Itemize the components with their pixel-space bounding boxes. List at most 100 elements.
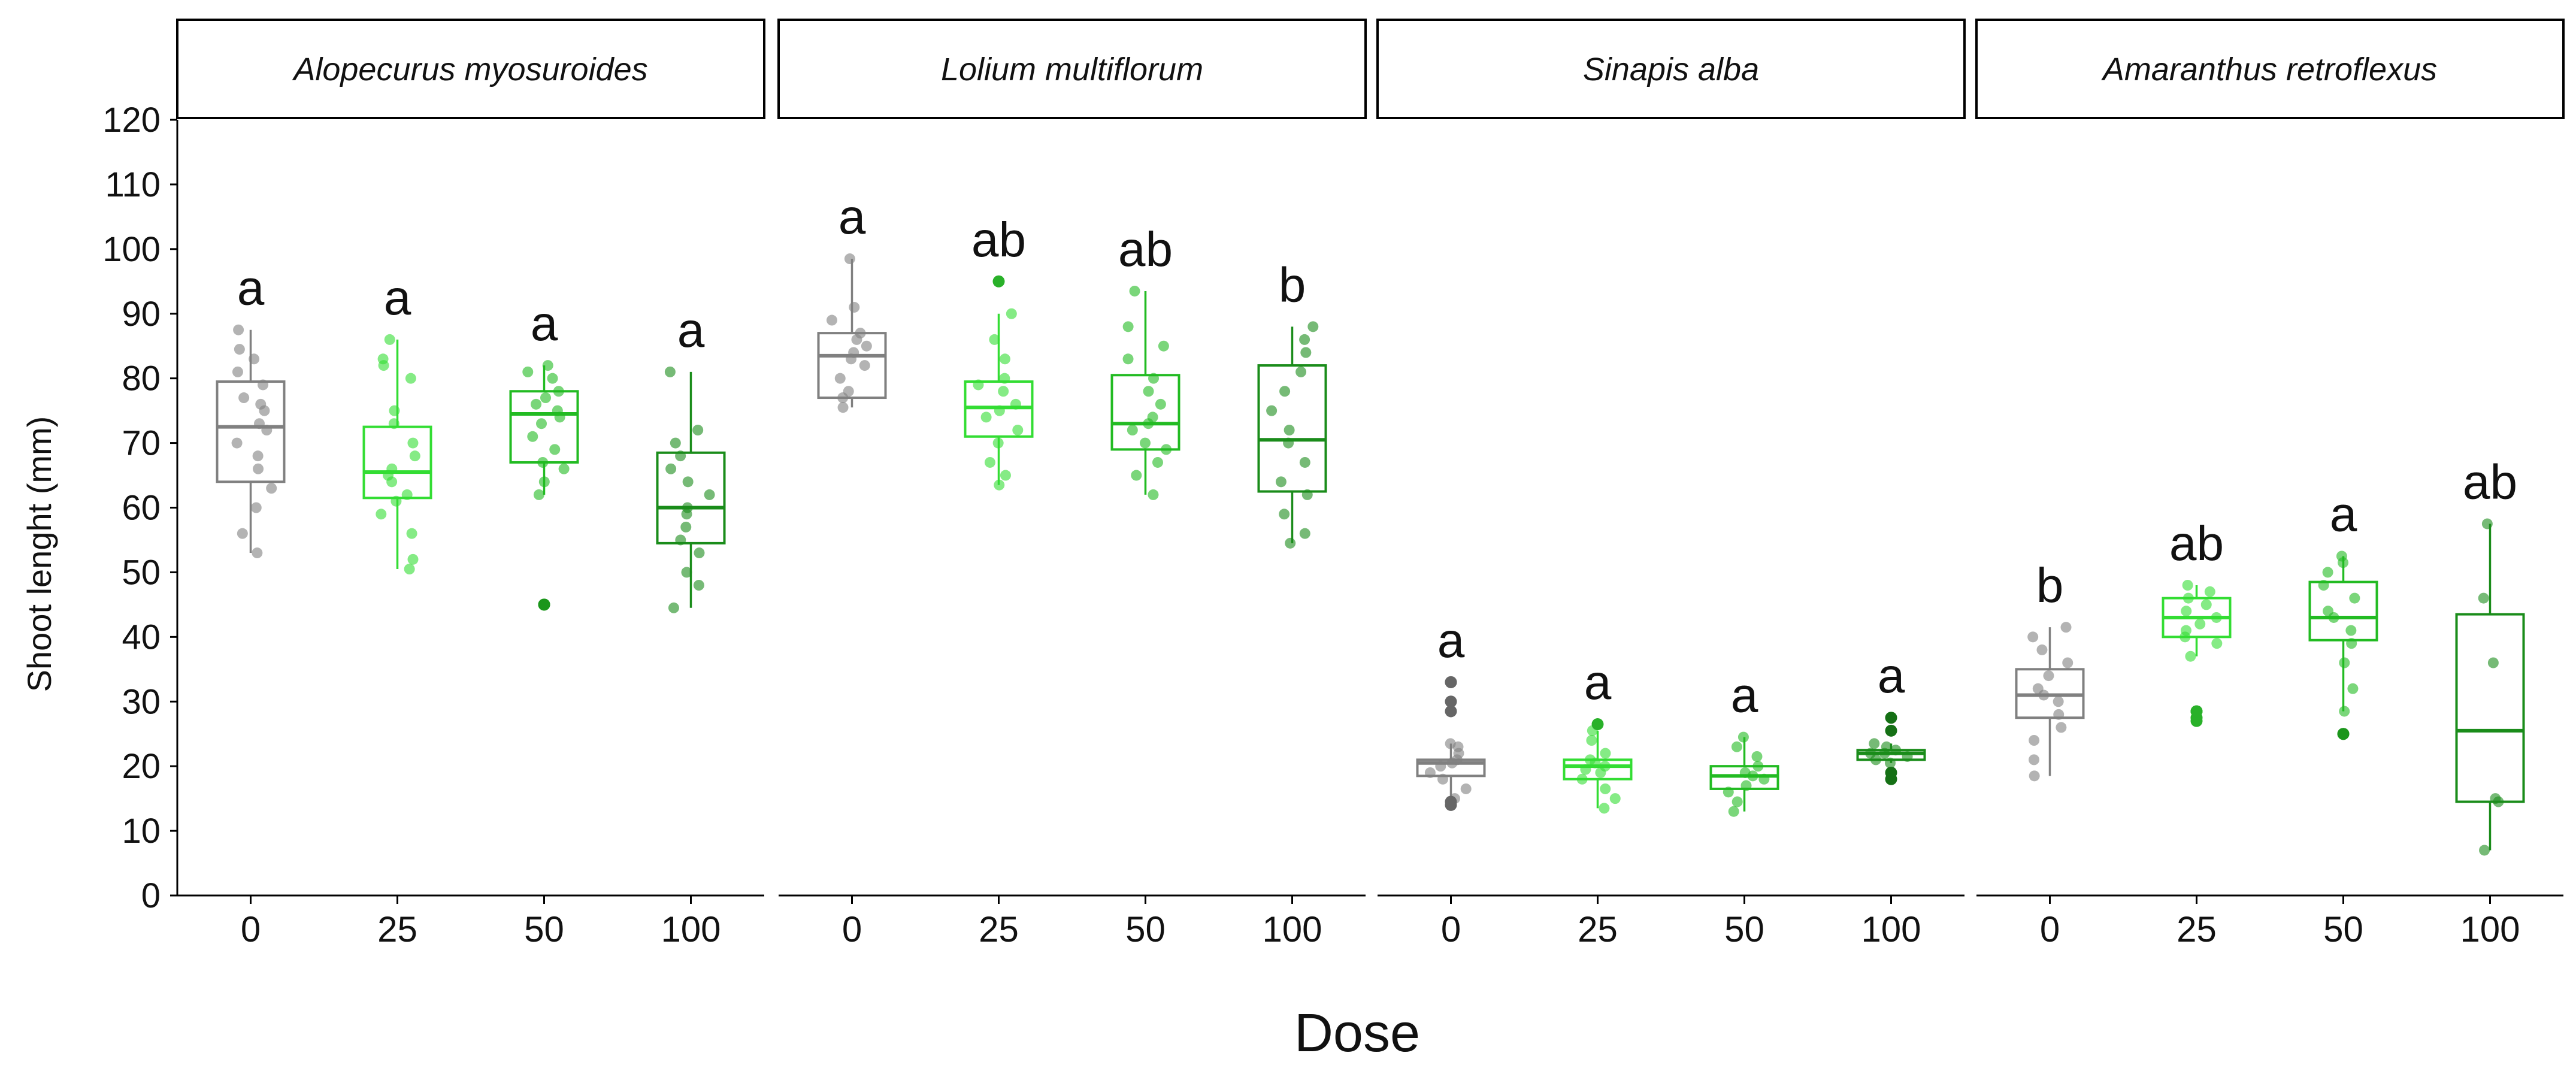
data-point: [693, 580, 704, 591]
panel-strip: [176, 19, 765, 119]
x-axis-title: Dose: [1294, 1003, 1420, 1063]
outlier-point: [1445, 676, 1457, 688]
significance-letter: a: [1878, 649, 1905, 703]
data-point: [407, 437, 419, 449]
data-point: [1740, 780, 1752, 791]
y-tick-label: 60: [122, 489, 161, 528]
data-point: [2339, 657, 2350, 668]
box-iqr: [362, 425, 432, 500]
data-point: [1865, 748, 1876, 759]
box-group: a 50: [1709, 668, 1779, 949]
box-group: b0: [2015, 558, 2085, 949]
box-iqr: [216, 380, 286, 483]
data-point: [386, 463, 398, 474]
data-point: [2056, 722, 2067, 733]
significance-letter: ab: [1118, 222, 1173, 277]
data-point: [549, 444, 561, 455]
data-point: [670, 437, 681, 449]
data-point: [252, 450, 264, 462]
data-point: [1609, 793, 1621, 804]
data-point: [252, 547, 263, 559]
data-point: [2211, 612, 2222, 623]
significance-letter: b: [1279, 258, 1306, 312]
y-tick-label: 0: [141, 876, 161, 915]
significance-letter: a: [384, 271, 411, 325]
data-point: [1147, 412, 1158, 423]
x-tick-label: 0: [2040, 909, 2060, 949]
data-point: [261, 425, 273, 435]
data-point: [233, 324, 244, 335]
data-point: [2194, 618, 2206, 630]
data-point: [409, 450, 420, 462]
data-point: [1737, 731, 1749, 743]
data-point: [664, 366, 676, 377]
data-point: [837, 402, 849, 413]
data-point: [1295, 366, 1307, 377]
data-point: [558, 463, 570, 474]
data-point: [980, 412, 992, 423]
x-tick-label: 0: [241, 909, 261, 949]
data-point: [237, 528, 248, 539]
data-point: [1728, 806, 1739, 817]
data-point: [1890, 745, 1902, 756]
data-point: [848, 347, 859, 358]
data-point: [2481, 518, 2493, 530]
data-point: [234, 344, 245, 355]
data-point: [1131, 470, 1142, 481]
outlier-point: [1885, 724, 1897, 737]
data-point: [1881, 741, 1892, 752]
data-point: [999, 353, 1010, 365]
outlier-point: [1885, 712, 1897, 724]
data-point: [2336, 550, 2347, 562]
box-group: a0: [1416, 613, 1486, 949]
data-point: [2346, 638, 2357, 649]
x-tick-label: 25: [1578, 909, 1618, 949]
data-point: [680, 521, 692, 533]
data-point: [1012, 425, 1024, 435]
data-point: [1460, 783, 1472, 794]
data-point: [675, 534, 686, 546]
data-point: [859, 360, 870, 371]
significance-letter: a: [2330, 487, 2357, 541]
data-point: [2200, 599, 2212, 610]
data-point: [1006, 308, 1017, 319]
data-point: [2029, 754, 2040, 766]
data-point: [2029, 735, 2040, 746]
data-point: [537, 456, 549, 468]
panel-title: Lolium multiflorum: [941, 52, 1203, 87]
data-point: [2029, 770, 2040, 782]
data-point: [527, 431, 538, 442]
data-point: [2032, 683, 2044, 694]
box-group: a 25: [1563, 655, 1633, 949]
data-point: [1301, 489, 1313, 500]
data-point: [1279, 386, 1291, 397]
data-point: [843, 386, 854, 397]
significance-letter: ab: [2169, 516, 2224, 571]
data-point: [2043, 670, 2054, 682]
box-group: ab 100: [2455, 455, 2525, 949]
data-point: [692, 425, 704, 435]
data-point: [1122, 321, 1134, 332]
data-point: [2490, 793, 2501, 804]
data-point: [1437, 773, 1449, 785]
panels-layer: Alopecurus myosuroidesa0a25a50a100Lolium…: [176, 19, 2565, 949]
data-point: [232, 366, 243, 377]
box-iqr: [2308, 580, 2378, 642]
data-point: [1275, 476, 1287, 488]
data-point: [1751, 751, 1763, 762]
significance-letter: a: [839, 190, 866, 244]
data-point: [992, 437, 1004, 449]
data-point: [834, 373, 846, 384]
box-group: a 50: [2308, 487, 2378, 949]
box-group: ab 25: [2162, 516, 2232, 949]
data-point: [1152, 456, 1163, 468]
data-point: [665, 463, 677, 474]
significance-letter: a: [1437, 613, 1465, 668]
outlier-point: [992, 275, 1005, 288]
box-group: a0: [817, 190, 887, 949]
data-point: [989, 334, 1000, 345]
data-point: [2322, 567, 2333, 578]
y-axis-title: Shoot lenght (mm): [20, 416, 58, 692]
